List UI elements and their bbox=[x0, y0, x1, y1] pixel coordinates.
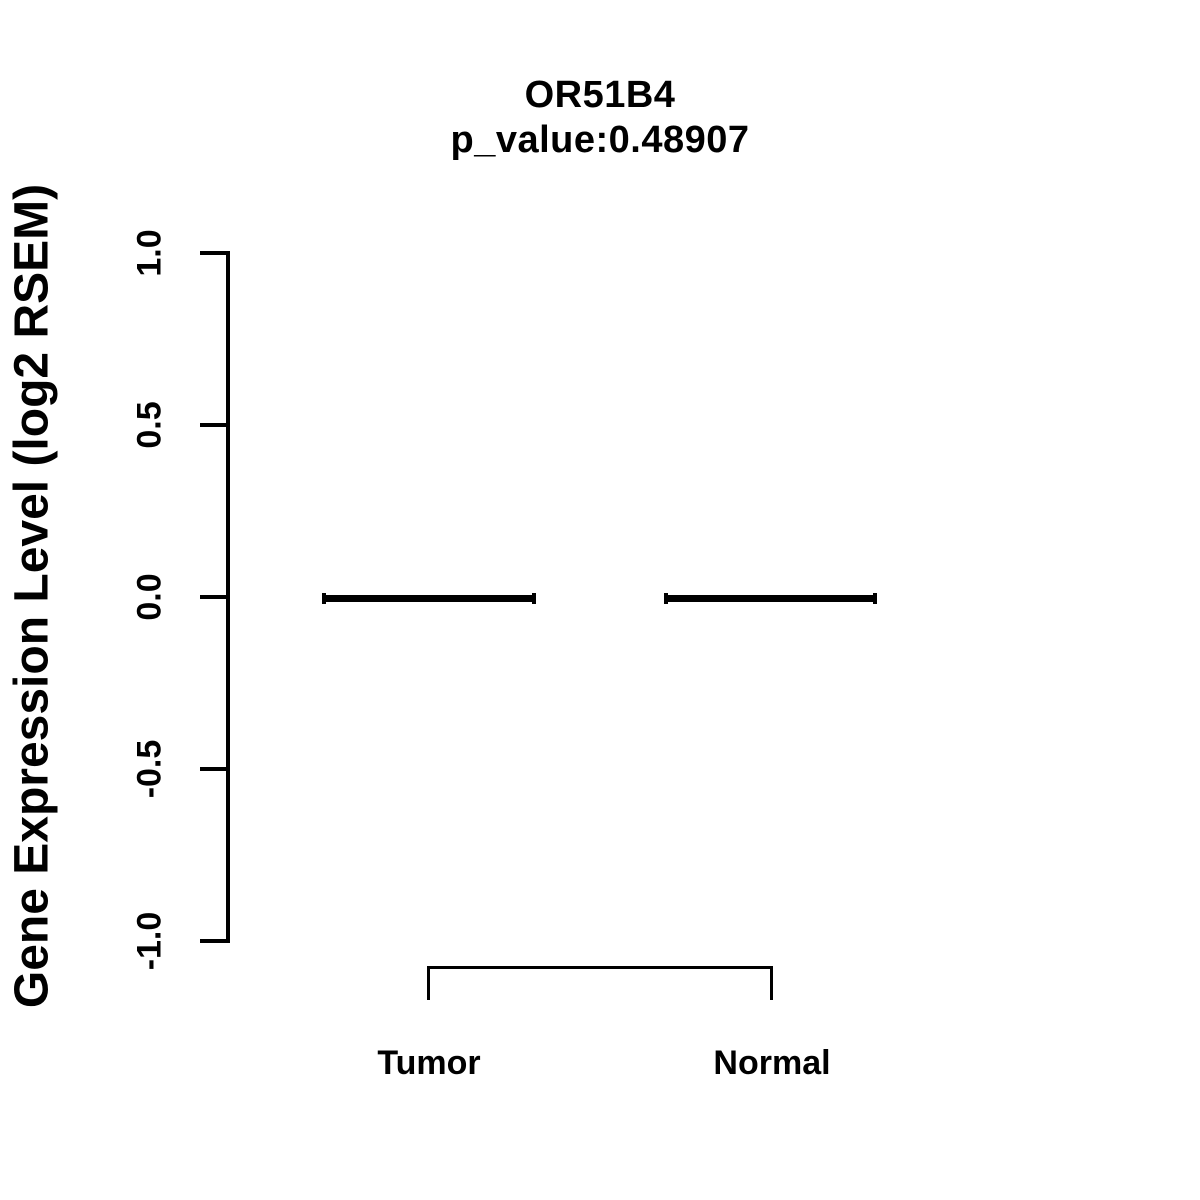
tumor-median-line bbox=[325, 595, 533, 602]
y-axis-label: Gene Expression Level (log2 RSEM) bbox=[5, 183, 59, 1009]
y-tick-label: 0.5 bbox=[130, 401, 169, 449]
chart-subtitle-pvalue: p_value:0.48907 bbox=[450, 119, 750, 161]
bracket-left-arm bbox=[427, 966, 430, 1000]
tumor-box-left-cap bbox=[322, 593, 326, 604]
x-category-label-tumor: Tumor bbox=[377, 1044, 481, 1082]
y-axis-tick bbox=[200, 423, 230, 427]
x-category-label-normal: Normal bbox=[713, 1044, 831, 1082]
chart-title: OR51B4 bbox=[524, 74, 676, 116]
y-tick-label: 1.0 bbox=[130, 229, 169, 277]
y-axis-tick bbox=[200, 251, 230, 255]
normal-box-right-cap bbox=[873, 593, 877, 604]
y-tick-label: 0.0 bbox=[130, 573, 169, 621]
y-axis-tick bbox=[200, 767, 230, 771]
bracket-right-arm bbox=[770, 966, 773, 1000]
y-tick-label: -0.5 bbox=[130, 739, 169, 799]
bracket-horizontal-line bbox=[427, 966, 773, 969]
tumor-box-right-cap bbox=[532, 593, 536, 604]
normal-median-line bbox=[667, 595, 875, 602]
y-tick-label: -1.0 bbox=[130, 911, 169, 971]
y-axis-tick bbox=[200, 939, 230, 943]
normal-box-left-cap bbox=[664, 593, 668, 604]
y-axis-tick bbox=[200, 595, 230, 599]
